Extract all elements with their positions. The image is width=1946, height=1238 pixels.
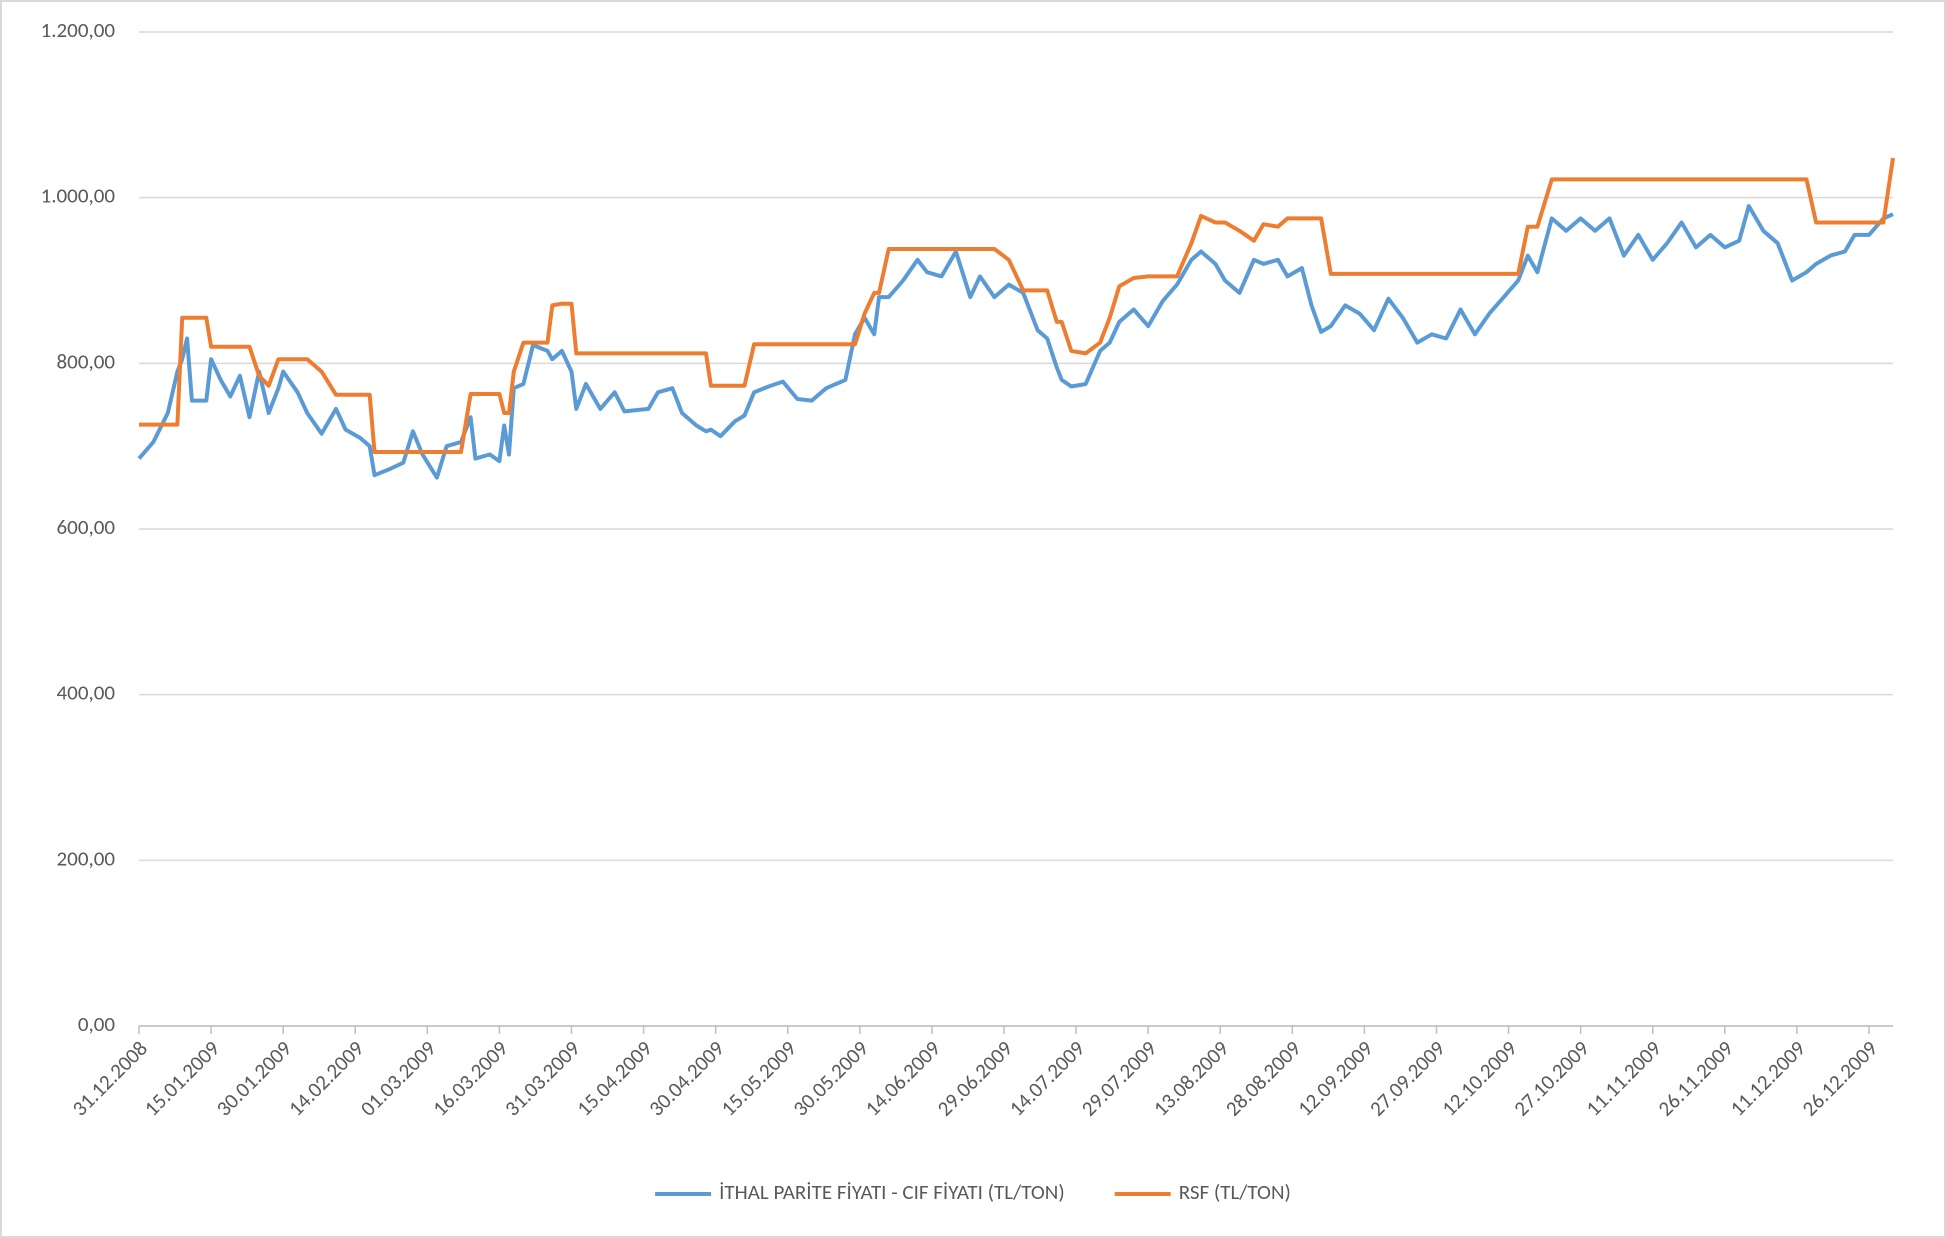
y-tick-label: 0,00 (78, 1011, 116, 1037)
y-tick-label: 600,00 (57, 514, 116, 540)
legend-label: İTHAL PARİTE FİYATI - CIF FİYATI (TL/TON… (719, 1179, 1065, 1205)
y-tick-label: 800,00 (57, 348, 116, 374)
y-tick-label: 1.200,00 (41, 17, 116, 43)
y-tick-label: 400,00 (57, 680, 116, 706)
series-line (139, 157, 1895, 454)
y-tick-label: 200,00 (57, 845, 116, 871)
y-tick-label: 1.000,00 (41, 183, 116, 209)
legend-label: RSF (TL/TON) (1179, 1179, 1291, 1205)
series-line (137, 204, 1894, 480)
